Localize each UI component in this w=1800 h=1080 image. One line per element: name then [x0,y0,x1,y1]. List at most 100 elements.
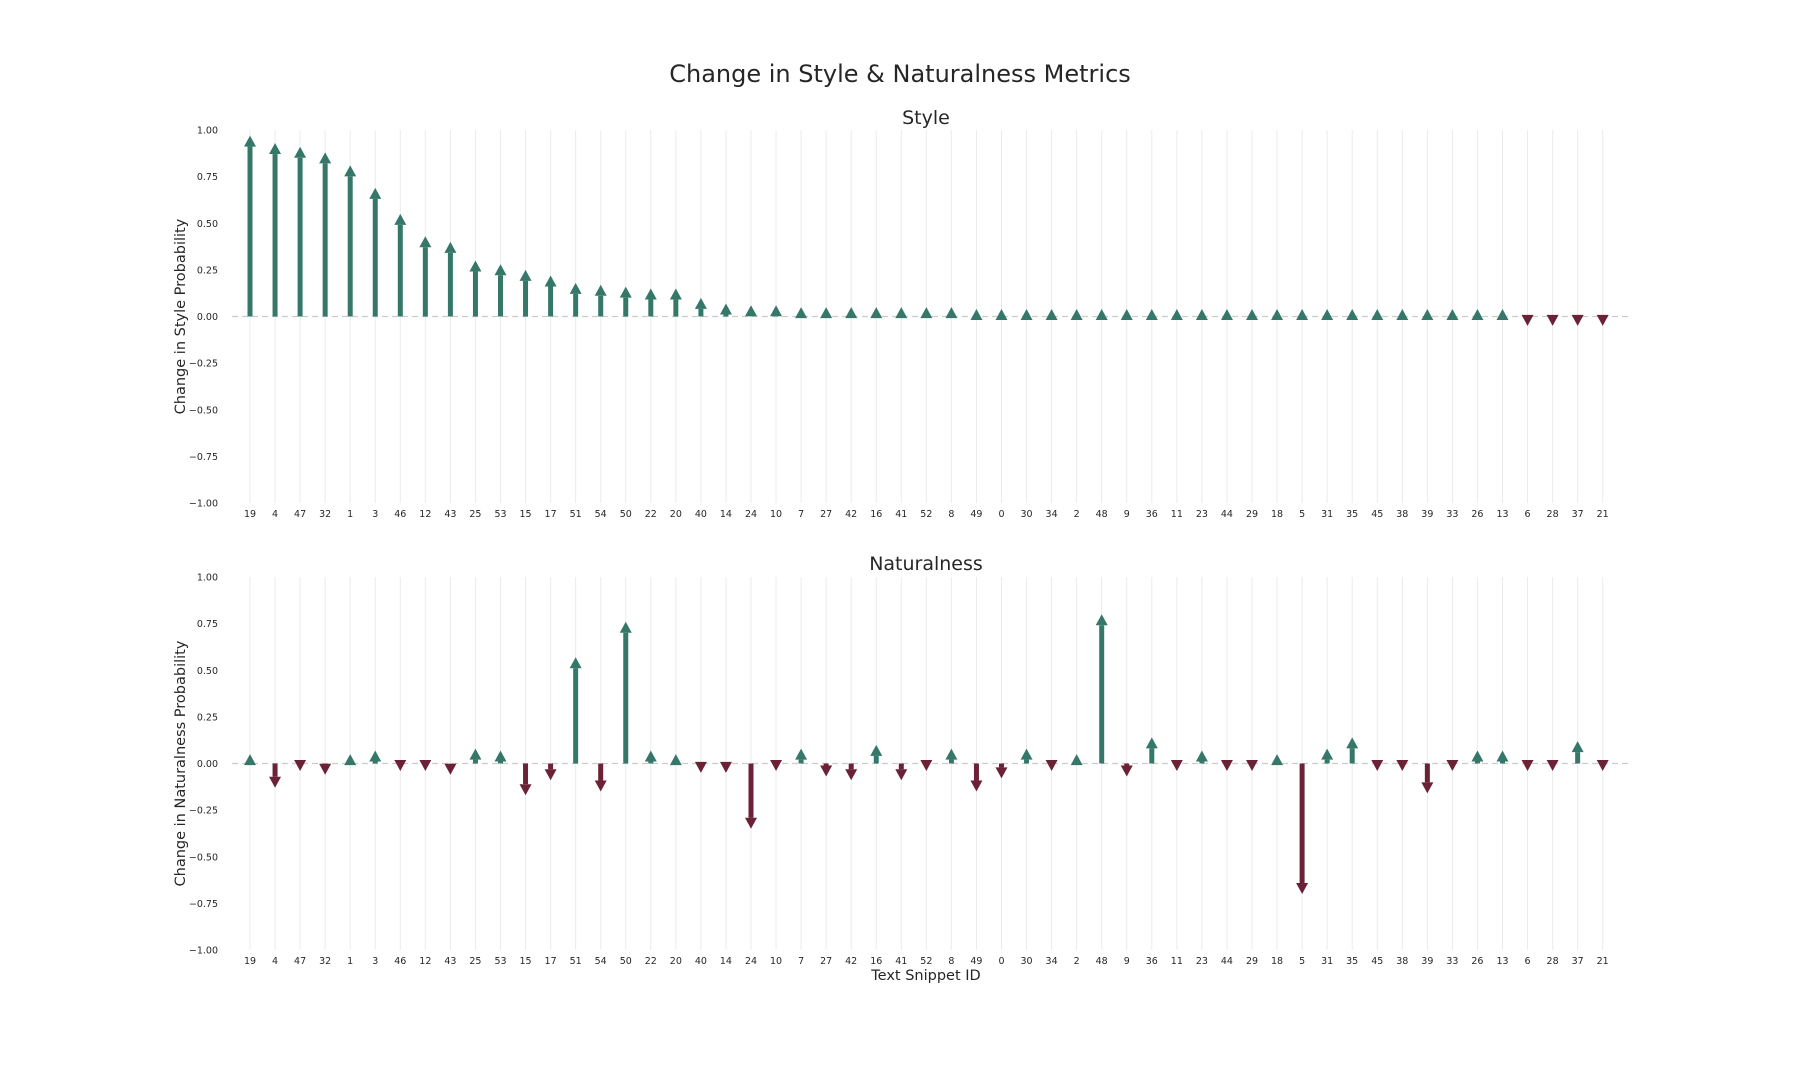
arrow-head [244,135,256,147]
arrow-head [1020,748,1033,760]
y-tick-label: −0.50 [189,405,218,416]
panel-title: Style [902,107,950,129]
arrow-mark [745,305,757,317]
arrow-mark [544,275,557,317]
arrow-shaft [498,761,503,764]
arrow-mark [1521,759,1534,771]
x-tick-label: 40 [695,956,707,967]
x-tick-label: 38 [1396,956,1408,967]
x-tick-label: 27 [820,956,832,967]
arrow-head [619,286,632,298]
arrow-shaft [598,763,604,781]
arrow-mark [1045,309,1058,321]
arrow-head [970,780,983,792]
arrow-mark [494,264,507,317]
arrow-shaft [322,163,328,317]
arrow-shaft [823,763,829,766]
x-tick-label: 28 [1547,509,1559,520]
x-tick-label: 52 [920,956,932,967]
arrow-head [1070,754,1083,766]
x-tick-label: 44 [1221,956,1233,967]
x-tick-label: 14 [720,956,732,967]
arrow-shaft [548,763,554,770]
arrow-mark [1070,309,1083,321]
arrow-shaft [598,295,604,317]
x-tick-label: 44 [1221,509,1233,520]
x-tick-label: 1 [347,509,353,520]
arrow-head [444,241,457,253]
arrow-mark [694,761,707,773]
arrow-shaft [848,763,854,770]
arrow-head [820,307,833,319]
x-tick-label: 52 [920,509,932,520]
arrow-mark [544,763,557,781]
x-tick-label: 32 [319,956,331,967]
arrow-head [269,143,282,155]
arrow-mark [1145,737,1158,764]
arrow-head [294,759,307,771]
arrow-mark [1095,309,1108,321]
arrow-shaft [798,759,804,764]
arrow-head [870,307,883,319]
arrow-head [644,288,657,300]
arrow-mark [1220,759,1233,771]
arrow-head [970,309,983,321]
figure-title: Change in Style & Naturalness Metrics [669,60,1131,88]
arrow-shaft [1424,763,1430,783]
arrow-head [1471,750,1484,762]
x-tick-label: 35 [1346,956,1358,967]
x-tick-label: 31 [1321,509,1333,520]
x-tick-label: 23 [1196,509,1208,520]
arrow-mark [669,288,682,317]
arrow-mark [795,748,808,764]
arrow-mark [895,307,908,319]
arrow-shaft [272,763,278,777]
x-tick-label: 11 [1171,509,1183,520]
y-tick-label: −1.00 [189,499,218,510]
y-tick-label: −0.75 [189,899,218,910]
arrow-mark [1170,759,1183,771]
arrow-shaft [573,668,579,764]
arrow-mark [519,763,532,796]
arrow-head [770,759,783,771]
arrow-mark [1471,750,1484,764]
arrow-shaft [573,293,579,317]
arrow-mark [1421,309,1434,321]
arrow-head [569,282,582,294]
x-tick-label: 51 [570,509,582,520]
arrow-head [469,260,482,272]
arrow-mark [419,759,432,771]
arrow-shaft [623,632,629,764]
x-tick-label: 27 [820,509,832,520]
y-tick-label: −1.00 [189,946,218,957]
x-tick-label: 39 [1421,509,1433,520]
arrow-shaft [1500,761,1505,764]
arrow-head [419,236,432,248]
arrow-mark [795,307,808,319]
panel-title: Naturalness [869,553,983,575]
arrow-mark [1471,309,1484,321]
arrow-head [1396,759,1409,771]
arrow-head [1120,309,1133,321]
x-tick-label: 43 [444,509,456,520]
x-tick-label: 33 [1446,509,1458,520]
arrow-head [1521,759,1534,771]
arrow-head [770,305,783,317]
arrow-mark [1145,309,1158,321]
x-tick-label: 7 [798,956,804,967]
arrow-mark [1396,309,1409,321]
arrow-mark [970,763,983,792]
arrow-mark [770,759,783,771]
arrow-shaft [548,286,554,317]
arrow-mark [294,146,307,317]
arrow-shaft [247,146,253,317]
arrow-head [519,784,532,796]
arrow-shaft [1099,625,1105,764]
arrow-mark [644,288,657,317]
x-tick-label: 20 [670,509,682,520]
arrow-head [694,761,707,773]
naturalness-panel: Naturalness Change in Naturalness Probabi… [173,553,1628,967]
arrow-mark [1571,314,1584,326]
x-tick-label: 36 [1146,509,1158,520]
x-tick-label: 10 [770,956,782,967]
